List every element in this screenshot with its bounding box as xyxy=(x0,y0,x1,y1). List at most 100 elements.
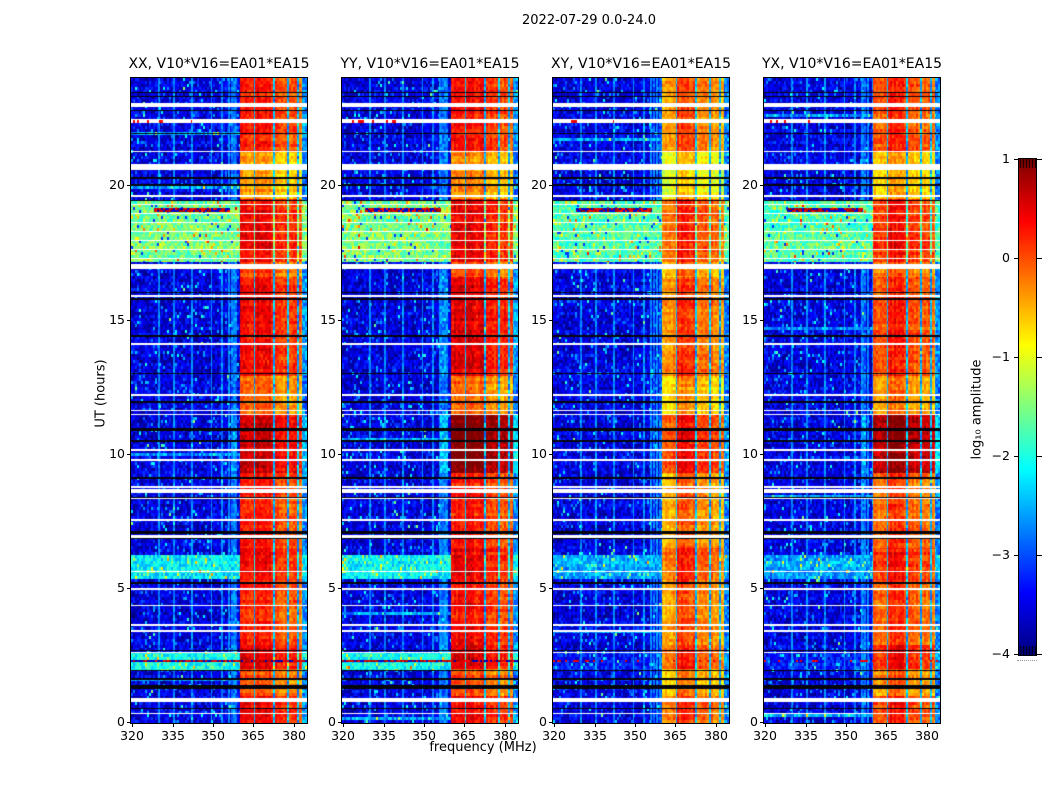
y-tick-label: 5 xyxy=(117,580,125,595)
y-tick-mark xyxy=(549,588,553,589)
x-tick-label: 365 xyxy=(663,728,687,743)
x-tick-mark xyxy=(173,723,174,727)
y-tick-label: 15 xyxy=(109,312,125,327)
x-tick-label: 335 xyxy=(161,728,185,743)
y-tick-label: 20 xyxy=(742,177,758,192)
x-tick-label: 350 xyxy=(412,728,436,743)
x-tick-mark xyxy=(464,723,465,727)
y-tick-mark xyxy=(338,185,342,186)
x-tick-mark xyxy=(554,723,555,727)
colorbar-tick-label: 0 xyxy=(1002,250,1010,265)
y-tick-label: 15 xyxy=(742,312,758,327)
y-tick-mark xyxy=(338,320,342,321)
y-tick-label: 5 xyxy=(539,580,547,595)
spectrogram-canvas-yy xyxy=(342,78,518,723)
y-tick-label: 20 xyxy=(531,177,547,192)
colorbar-tick-mark-right xyxy=(1037,654,1042,655)
y-tick-label: 15 xyxy=(531,312,547,327)
y-tick-mark xyxy=(549,185,553,186)
colorbar-tick-mark-right xyxy=(1037,258,1042,259)
x-tick-label: 380 xyxy=(915,728,939,743)
spectrogram-panel-xy xyxy=(552,77,730,724)
y-tick-mark xyxy=(760,185,764,186)
y-tick-mark xyxy=(549,454,553,455)
x-tick-label: 350 xyxy=(834,728,858,743)
panel-title-yx: YX, V10*V16=EA01*EA15 xyxy=(761,56,943,72)
y-axis-label: UT (hours) xyxy=(93,359,109,428)
colorbar-tick-label: −2 xyxy=(991,448,1010,463)
x-tick-label: 335 xyxy=(794,728,818,743)
y-tick-label: 15 xyxy=(320,312,336,327)
spectrogram-canvas-yx xyxy=(764,78,940,723)
colorbar-gradient xyxy=(1019,159,1036,655)
y-tick-mark xyxy=(760,588,764,589)
y-tick-label: 10 xyxy=(742,446,758,461)
y-tick-mark xyxy=(549,320,553,321)
colorbar-tick-mark-left xyxy=(1014,357,1019,358)
x-tick-label: 365 xyxy=(874,728,898,743)
y-tick-label: 10 xyxy=(109,446,125,461)
y-tick-mark xyxy=(127,320,131,321)
y-tick-label: 10 xyxy=(531,446,547,461)
colorbar-tick-mark-left xyxy=(1014,654,1019,655)
y-tick-mark xyxy=(338,454,342,455)
y-tick-label: 20 xyxy=(320,177,336,192)
x-tick-label: 350 xyxy=(201,728,225,743)
colorbar-tick-label: −1 xyxy=(991,349,1010,364)
spectrogram-panel-yy xyxy=(341,77,519,724)
x-tick-mark xyxy=(635,723,636,727)
colorbar-tick-label: −3 xyxy=(991,547,1010,562)
colorbar-tick-mark-left xyxy=(1014,456,1019,457)
x-tick-mark xyxy=(595,723,596,727)
y-tick-label: 0 xyxy=(539,714,547,729)
colorbar-tick-mark-right xyxy=(1037,357,1042,358)
x-tick-label: 320 xyxy=(542,728,566,743)
y-tick-label: 0 xyxy=(750,714,758,729)
y-tick-label: 10 xyxy=(320,446,336,461)
colorbar-tick-label: 1 xyxy=(1002,151,1010,166)
y-tick-mark xyxy=(127,185,131,186)
y-tick-label: 5 xyxy=(750,580,758,595)
colorbar-tick-mark-left xyxy=(1014,258,1019,259)
x-tick-mark xyxy=(927,723,928,727)
spectrogram-canvas-xx xyxy=(131,78,307,723)
y-tick-mark xyxy=(760,722,764,723)
x-tick-mark xyxy=(294,723,295,727)
y-tick-mark xyxy=(760,454,764,455)
x-tick-label: 335 xyxy=(583,728,607,743)
panel-title-xy: XY, V10*V16=EA01*EA15 xyxy=(550,56,732,72)
spectrogram-panel-xx xyxy=(130,77,308,724)
y-tick-label: 5 xyxy=(328,580,336,595)
y-tick-mark xyxy=(127,454,131,455)
x-tick-label: 365 xyxy=(452,728,476,743)
y-tick-mark xyxy=(338,588,342,589)
x-tick-label: 380 xyxy=(282,728,306,743)
colorbar-tick-mark-left xyxy=(1014,159,1019,160)
figure-title: 2022-07-29 0.0-24.0 xyxy=(522,13,656,28)
x-tick-mark xyxy=(424,723,425,727)
y-tick-mark xyxy=(127,588,131,589)
panel-title-xx: XX, V10*V16=EA01*EA15 xyxy=(128,56,310,72)
x-tick-mark xyxy=(886,723,887,727)
x-tick-label: 320 xyxy=(331,728,355,743)
x-tick-mark xyxy=(384,723,385,727)
colorbar-tick-mark-right xyxy=(1037,159,1042,160)
x-tick-label: 350 xyxy=(623,728,647,743)
spectrogram-panel-yx xyxy=(763,77,941,724)
x-tick-mark xyxy=(213,723,214,727)
colorbar-frame xyxy=(1018,158,1037,656)
y-tick-mark xyxy=(338,722,342,723)
x-tick-label: 335 xyxy=(372,728,396,743)
x-tick-label: 380 xyxy=(493,728,517,743)
x-tick-mark xyxy=(716,723,717,727)
spectrogram-canvas-xy xyxy=(553,78,729,723)
y-tick-mark xyxy=(127,722,131,723)
x-tick-mark xyxy=(132,723,133,727)
x-tick-mark xyxy=(846,723,847,727)
x-tick-mark xyxy=(343,723,344,727)
x-tick-mark xyxy=(765,723,766,727)
colorbar-tick-mark-right xyxy=(1037,456,1042,457)
y-tick-label: 0 xyxy=(117,714,125,729)
x-axis-label: frequency (MHz) xyxy=(429,740,537,755)
